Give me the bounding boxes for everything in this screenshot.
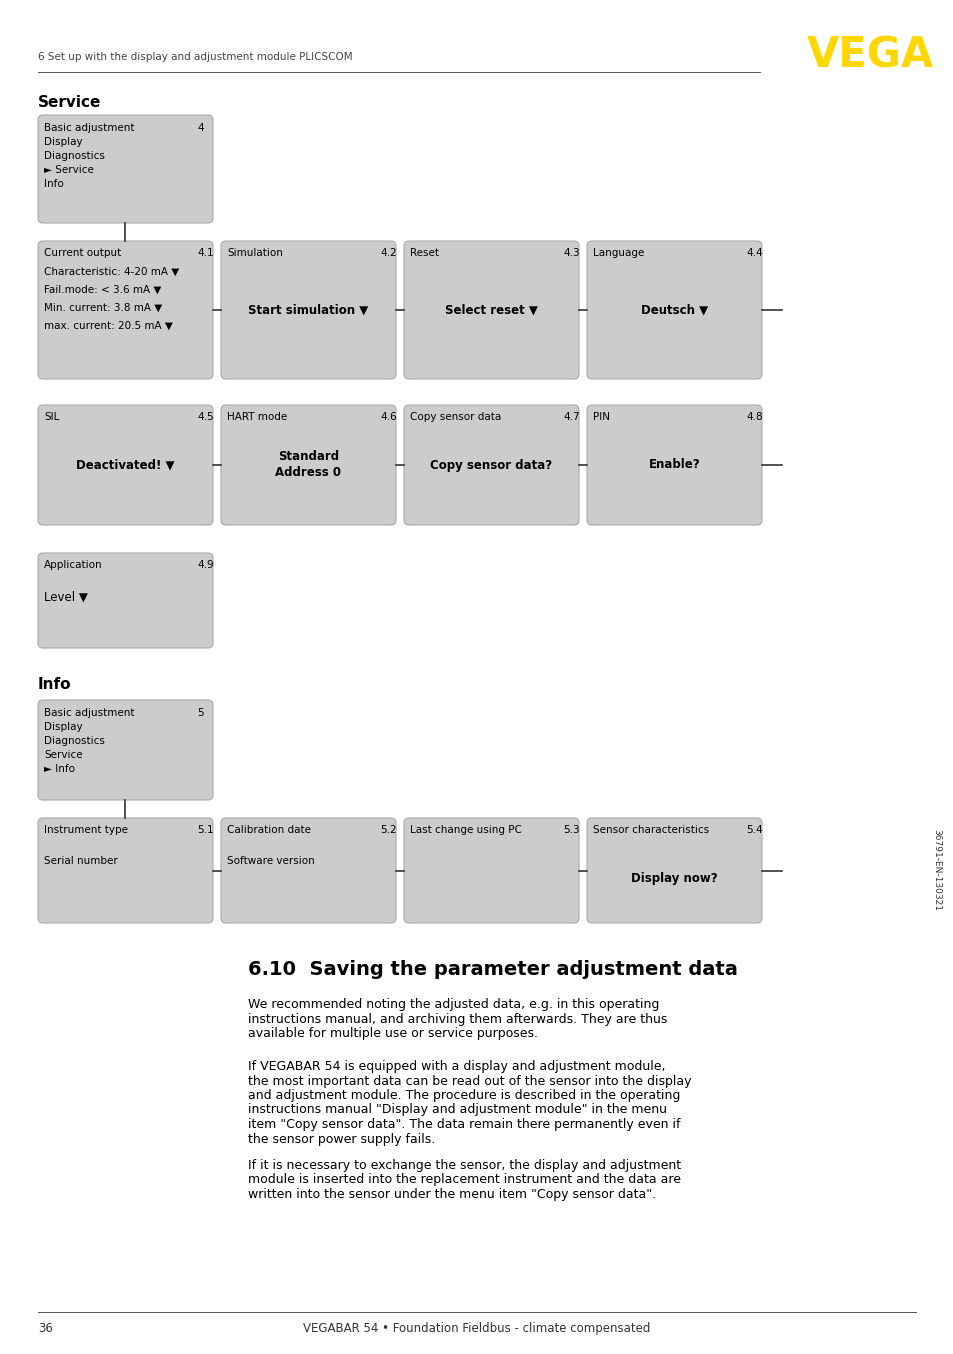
Text: Info: Info xyxy=(38,677,71,692)
FancyBboxPatch shape xyxy=(38,241,213,379)
Text: Fail.mode: < 3.6 mA ▼: Fail.mode: < 3.6 mA ▼ xyxy=(44,284,161,295)
FancyBboxPatch shape xyxy=(403,818,578,923)
Text: available for multiple use or service purposes.: available for multiple use or service pu… xyxy=(248,1026,537,1040)
Text: 36791-EN-130321: 36791-EN-130321 xyxy=(931,829,941,911)
Text: the sensor power supply fails.: the sensor power supply fails. xyxy=(248,1132,435,1145)
Text: PIN: PIN xyxy=(593,412,609,422)
Text: Min. current: 3.8 mA ▼: Min. current: 3.8 mA ▼ xyxy=(44,303,162,313)
Text: Standard: Standard xyxy=(277,451,338,463)
Text: Display: Display xyxy=(44,137,83,148)
Text: ► Service: ► Service xyxy=(44,165,93,175)
Text: 4.8: 4.8 xyxy=(745,412,761,422)
Text: If it is necessary to exchange the sensor, the display and adjustment: If it is necessary to exchange the senso… xyxy=(248,1159,680,1173)
Text: written into the sensor under the menu item "​Copy sensor data​".: written into the sensor under the menu i… xyxy=(248,1187,656,1201)
Text: 4.1: 4.1 xyxy=(196,248,213,259)
Text: Current output: Current output xyxy=(44,248,121,259)
Text: Calibration date: Calibration date xyxy=(227,825,311,835)
Text: 36: 36 xyxy=(38,1322,52,1335)
FancyBboxPatch shape xyxy=(586,818,761,923)
Text: Reset: Reset xyxy=(410,248,438,259)
Text: Address 0: Address 0 xyxy=(275,467,341,479)
Text: Info: Info xyxy=(44,179,64,190)
Text: Language: Language xyxy=(593,248,643,259)
Text: module is inserted into the replacement instrument and the data are: module is inserted into the replacement … xyxy=(248,1174,680,1186)
Text: Deutsch ▼: Deutsch ▼ xyxy=(640,303,707,317)
Text: 4: 4 xyxy=(196,123,203,133)
Text: 4.6: 4.6 xyxy=(379,412,396,422)
Text: If VEGABAR 54 is equipped with a display and adjustment module,: If VEGABAR 54 is equipped with a display… xyxy=(248,1060,665,1072)
Text: Application: Application xyxy=(44,561,103,570)
Text: Copy sensor data?: Copy sensor data? xyxy=(430,459,552,471)
Text: Start simulation ▼: Start simulation ▼ xyxy=(248,303,368,317)
Text: 5: 5 xyxy=(196,708,203,718)
Text: max. current: 20.5 mA ▼: max. current: 20.5 mA ▼ xyxy=(44,321,172,330)
FancyBboxPatch shape xyxy=(403,405,578,525)
Text: Serial number: Serial number xyxy=(44,856,117,867)
Text: 6.10  Saving the parameter adjustment data: 6.10 Saving the parameter adjustment dat… xyxy=(248,960,737,979)
Text: 5.3: 5.3 xyxy=(562,825,579,835)
Text: 4.7: 4.7 xyxy=(562,412,579,422)
Text: instructions manual "​Display and adjustment module​" in the menu: instructions manual "​Display and adjust… xyxy=(248,1104,666,1117)
Text: VEGA: VEGA xyxy=(805,34,933,76)
FancyBboxPatch shape xyxy=(38,405,213,525)
Text: ► Info: ► Info xyxy=(44,764,75,774)
Text: Enable?: Enable? xyxy=(648,459,700,471)
Text: Copy sensor data: Copy sensor data xyxy=(410,412,500,422)
Text: VEGABAR 54 • Foundation Fieldbus - climate compensated: VEGABAR 54 • Foundation Fieldbus - clima… xyxy=(303,1322,650,1335)
Text: 4.4: 4.4 xyxy=(745,248,761,259)
Text: Service: Service xyxy=(44,750,83,760)
FancyBboxPatch shape xyxy=(38,115,213,223)
Text: 4.9: 4.9 xyxy=(196,561,213,570)
Text: SIL: SIL xyxy=(44,412,59,422)
Text: Deactivated! ▼: Deactivated! ▼ xyxy=(76,459,174,471)
FancyBboxPatch shape xyxy=(403,241,578,379)
Text: and adjustment module. The procedure is described in the operating: and adjustment module. The procedure is … xyxy=(248,1089,679,1102)
Text: Software version: Software version xyxy=(227,856,314,867)
Text: Display: Display xyxy=(44,722,83,733)
Text: 4.3: 4.3 xyxy=(562,248,579,259)
Text: instructions manual, and archiving them afterwards. They are thus: instructions manual, and archiving them … xyxy=(248,1013,667,1025)
Text: the most important data can be read out of the sensor into the display: the most important data can be read out … xyxy=(248,1075,691,1087)
Text: Display now?: Display now? xyxy=(631,872,717,886)
Text: 4.5: 4.5 xyxy=(196,412,213,422)
FancyBboxPatch shape xyxy=(221,818,395,923)
Text: 4.2: 4.2 xyxy=(379,248,396,259)
Text: 5.2: 5.2 xyxy=(379,825,396,835)
Text: Last change using PC: Last change using PC xyxy=(410,825,521,835)
Text: We recommended noting the adjusted data, e.g. in this operating: We recommended noting the adjusted data,… xyxy=(248,998,659,1011)
Text: Service: Service xyxy=(38,95,101,110)
Text: Diagnostics: Diagnostics xyxy=(44,152,105,161)
FancyBboxPatch shape xyxy=(38,552,213,649)
Text: item "​Copy sensor data​". The data remain there permanently even if: item "​Copy sensor data​". The data rema… xyxy=(248,1118,679,1131)
Text: HART mode: HART mode xyxy=(227,412,287,422)
FancyBboxPatch shape xyxy=(586,405,761,525)
Text: Level ▼: Level ▼ xyxy=(44,590,88,604)
FancyBboxPatch shape xyxy=(586,241,761,379)
Text: Diagnostics: Diagnostics xyxy=(44,737,105,746)
Text: Basic adjustment: Basic adjustment xyxy=(44,123,134,133)
Text: Characteristic: 4-20 mA ▼: Characteristic: 4-20 mA ▼ xyxy=(44,267,179,278)
Text: Basic adjustment: Basic adjustment xyxy=(44,708,134,718)
Text: 5.4: 5.4 xyxy=(745,825,761,835)
Text: Simulation: Simulation xyxy=(227,248,283,259)
FancyBboxPatch shape xyxy=(221,241,395,379)
Text: 6 Set up with the display and adjustment module PLICSCOM: 6 Set up with the display and adjustment… xyxy=(38,51,353,62)
FancyBboxPatch shape xyxy=(38,700,213,800)
FancyBboxPatch shape xyxy=(221,405,395,525)
FancyBboxPatch shape xyxy=(38,818,213,923)
Text: Sensor characteristics: Sensor characteristics xyxy=(593,825,708,835)
Text: 5.1: 5.1 xyxy=(196,825,213,835)
Text: Select reset ▼: Select reset ▼ xyxy=(445,303,537,317)
Text: Instrument type: Instrument type xyxy=(44,825,128,835)
